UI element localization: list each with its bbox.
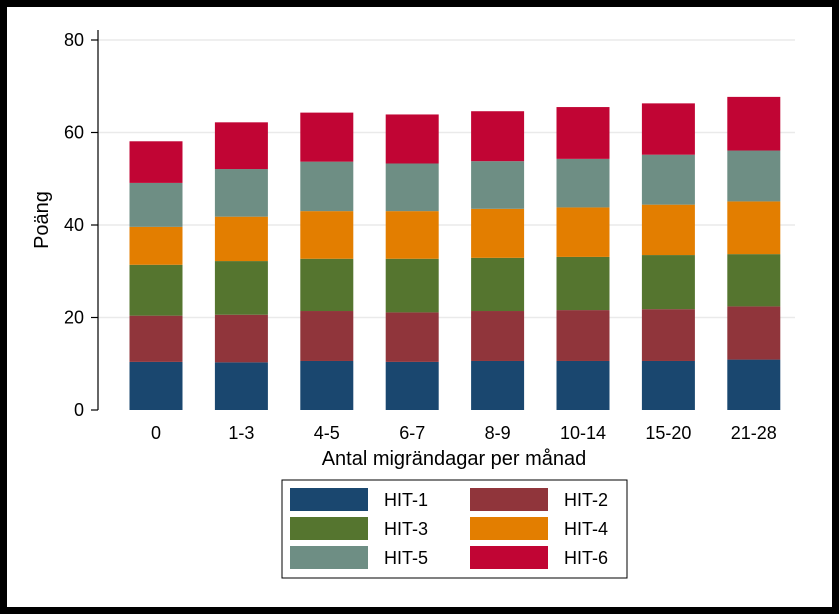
bar-hit-4-8-9: [471, 208, 525, 258]
x-tick-label: 21-28: [731, 423, 777, 443]
bar-hit-4-10-14: [556, 207, 610, 257]
x-tick-label: 4-5: [314, 423, 340, 443]
y-ticks: 0 20 40 60 80: [64, 30, 98, 420]
bar-hit-2-10-14: [556, 310, 610, 361]
bar-hit-4-15-20: [641, 204, 695, 256]
bar-hit-1-8-9: [471, 360, 525, 410]
x-tick-label: 8-9: [485, 423, 511, 443]
legend-label-hit-2: HIT-2: [564, 490, 608, 510]
y-tick-label: 40: [64, 215, 84, 235]
legend: HIT-1 HIT-2 HIT-3 HIT-4 HIT-5 HIT-6: [281, 479, 628, 579]
y-tick-label: 0: [74, 400, 84, 420]
bars: [129, 96, 781, 410]
x-tick-label: 6-7: [399, 423, 425, 443]
bar-hit-6-1-3: [214, 122, 268, 170]
legend-swatch-hit-4: [470, 517, 548, 540]
y-tick-label: 60: [64, 123, 84, 143]
x-tick-label: 1-3: [228, 423, 254, 443]
bar-hit-5-4-5: [300, 161, 354, 212]
bar-hit-1-4-5: [300, 360, 354, 410]
legend-swatch-hit-6: [470, 546, 548, 569]
x-ticks: 0 1-3 4-5 6-7 8-9 10-14 15-20 21-28: [151, 423, 777, 443]
bar-hit-5-10-14: [556, 158, 610, 208]
legend-swatch-hit-3: [290, 517, 368, 540]
bar-hit-2-0: [129, 315, 183, 362]
bar-hit-1-0: [129, 361, 183, 410]
bar-hit-2-4-5: [300, 311, 354, 361]
y-tick-label: 80: [64, 30, 84, 50]
legend-label-hit-1: HIT-1: [384, 490, 428, 510]
y-axis-title: Poäng: [31, 191, 53, 249]
bar-hit-2-8-9: [471, 311, 525, 361]
x-tick-label: 10-14: [560, 423, 606, 443]
legend-label-hit-5: HIT-5: [384, 548, 428, 568]
bar-hit-6-8-9: [471, 111, 525, 162]
bar-hit-4-0: [129, 226, 183, 265]
bar-hit-3-8-9: [471, 257, 525, 312]
bar-hit-6-10-14: [556, 107, 610, 159]
bar-hit-6-4-5: [300, 112, 354, 162]
bar-hit-1-1-3: [214, 362, 268, 410]
x-tick-label: 0: [151, 423, 161, 443]
legend-swatch-hit-1: [290, 488, 368, 511]
bar-hit-5-15-20: [641, 154, 695, 205]
bar-hit-1-6-7: [385, 361, 439, 410]
bar-hit-1-21-28: [727, 359, 781, 410]
bar-hit-4-21-28: [727, 201, 781, 255]
x-axis-title: Antal migrändagar per månad: [322, 448, 587, 470]
bar-hit-3-15-20: [641, 255, 695, 310]
bar-hit-5-8-9: [471, 161, 525, 209]
bar-hit-2-21-28: [727, 306, 781, 360]
bar-hit-3-10-14: [556, 256, 610, 311]
bar-hit-3-0: [129, 264, 183, 316]
bar-hit-6-0: [129, 141, 183, 183]
legend-swatch-hit-5: [290, 546, 368, 569]
bar-hit-1-10-14: [556, 360, 610, 410]
bar-hit-5-1-3: [214, 169, 268, 217]
bar-hit-3-4-5: [300, 258, 354, 312]
bar-hit-5-0: [129, 182, 183, 227]
bar-hit-5-21-28: [727, 150, 781, 202]
bar-hit-3-1-3: [214, 261, 268, 315]
y-tick-label: 20: [64, 308, 84, 328]
bar-hit-2-15-20: [641, 309, 695, 361]
legend-label-hit-3: HIT-3: [384, 519, 428, 539]
x-tick-label: 15-20: [645, 423, 691, 443]
legend-label-hit-6: HIT-6: [564, 548, 608, 568]
bar-hit-6-15-20: [641, 103, 695, 155]
bar-hit-4-4-5: [300, 211, 354, 259]
bar-hit-6-21-28: [727, 96, 781, 151]
legend-swatch-hit-2: [470, 488, 548, 511]
bar-hit-1-15-20: [641, 360, 695, 410]
bar-hit-6-6-7: [385, 114, 439, 164]
bar-hit-4-6-7: [385, 211, 439, 259]
bar-hit-3-21-28: [727, 254, 781, 307]
bar-hit-2-1-3: [214, 314, 268, 363]
bar-hit-4-1-3: [214, 216, 268, 262]
legend-label-hit-4: HIT-4: [564, 519, 608, 539]
bar-hit-3-6-7: [385, 258, 439, 313]
bar-hit-5-6-7: [385, 163, 439, 212]
bar-hit-2-6-7: [385, 312, 439, 362]
